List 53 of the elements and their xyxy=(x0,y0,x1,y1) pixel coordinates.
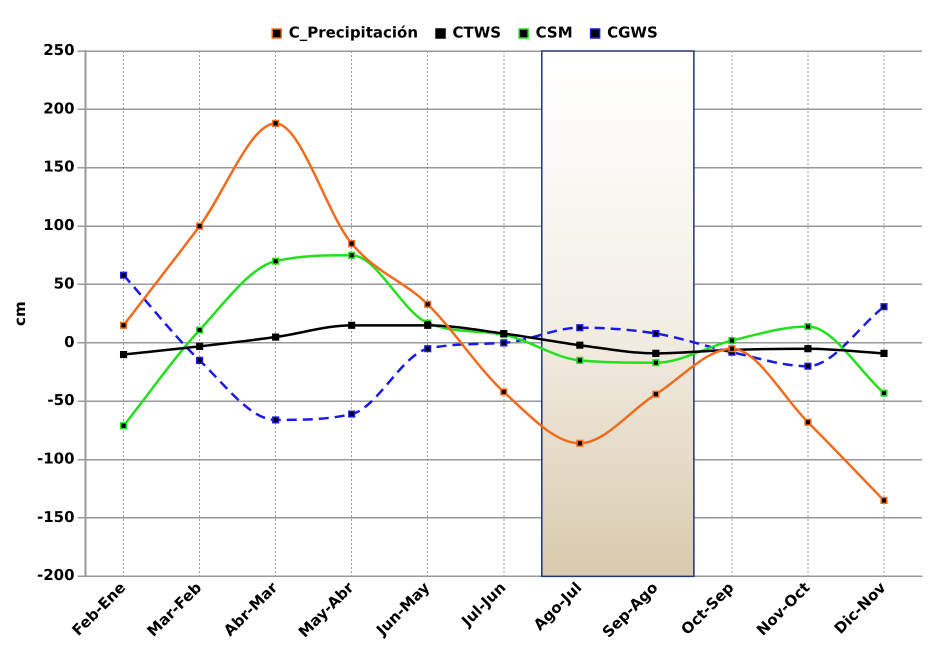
point xyxy=(348,322,356,329)
point xyxy=(196,356,204,364)
point xyxy=(348,410,356,418)
point xyxy=(804,345,812,352)
point xyxy=(576,342,584,349)
point xyxy=(728,336,736,344)
point xyxy=(348,240,356,248)
point xyxy=(272,258,280,265)
point xyxy=(576,356,584,364)
point xyxy=(880,303,888,310)
point xyxy=(120,322,128,329)
point xyxy=(880,496,888,504)
point xyxy=(424,322,432,329)
y-tick-label: 50 xyxy=(54,274,75,292)
point xyxy=(272,416,280,424)
y-tick-label: 0 xyxy=(64,332,75,351)
point xyxy=(120,422,128,430)
point xyxy=(652,390,660,398)
point xyxy=(196,222,204,230)
point xyxy=(120,350,128,358)
legend-label: CSM xyxy=(536,23,573,42)
point xyxy=(500,339,508,346)
y-tick-label: -200 xyxy=(36,566,75,584)
point xyxy=(424,345,432,352)
point xyxy=(348,252,356,259)
y-tick-label: -50 xyxy=(47,391,75,410)
legend-label: C_Precipitación xyxy=(288,23,418,42)
point xyxy=(804,322,812,330)
legend-label: CGWS xyxy=(607,23,658,42)
point xyxy=(804,362,812,370)
point xyxy=(652,330,660,338)
point xyxy=(880,350,888,357)
point xyxy=(576,440,584,447)
point xyxy=(196,326,204,334)
point xyxy=(272,120,280,127)
point xyxy=(196,342,204,350)
y-tick-label: 150 xyxy=(43,158,75,176)
point xyxy=(576,324,584,332)
y-tick-label: -150 xyxy=(36,508,75,526)
legend-label: CTWS xyxy=(452,23,502,42)
point xyxy=(652,350,660,357)
point xyxy=(804,418,812,426)
y-tick-label: -100 xyxy=(36,450,75,468)
point xyxy=(120,272,128,279)
point xyxy=(424,300,432,308)
point xyxy=(500,388,508,396)
y-tick-label: 100 xyxy=(43,216,75,234)
point xyxy=(652,359,660,366)
point xyxy=(272,333,280,341)
point xyxy=(880,389,888,397)
y-tick-label: 250 xyxy=(43,40,75,59)
y-tick-label: 200 xyxy=(43,99,75,118)
y-axis-title: cm xyxy=(10,301,29,326)
